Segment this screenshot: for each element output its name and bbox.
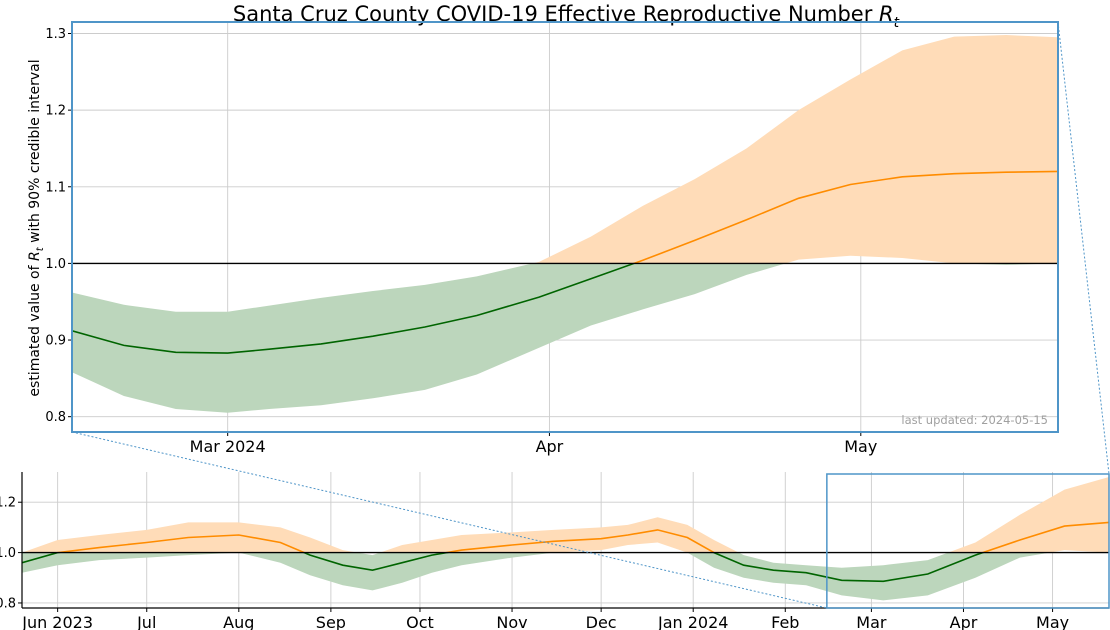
x-tick-label: Feb [771,613,799,630]
last-updated-note: last updated: 2024-05-15 [901,413,1048,427]
credible-interval-band-above [22,477,1109,553]
below-reference-group [72,263,1058,413]
y-tick-label: 1.2 [45,104,66,119]
rt-line-above [631,170,1058,264]
main-plot-panel: 0.8 0.9 1.0 1.1 1.2 1.3 Mar 2024 Apr May last upd… [45,21,1059,456]
x-tick-label: Mar 2024 [190,437,266,456]
zoom-frame [71,21,1059,433]
credible-interval-band-below [22,552,1109,601]
y-tick-label: 1.0 [0,546,16,561]
x-tick-label: Jun 2023 [21,613,93,630]
connector-left [71,431,827,609]
above-reference-group [22,477,1109,553]
credible-interval-band-below [72,263,1058,413]
chart-title: Santa Cruz County COVID-19 Effective Rep… [233,2,900,31]
rt-line-below [72,263,637,354]
y-tick-label: 0.8 [45,410,66,425]
rt-line-above [54,521,1109,553]
y-tick-label: 1.2 [0,496,16,511]
overview-plot-panel: 0.8 1.0 1.2 Jun 2023 Jul Aug Sep Oct Nov Dec Jan 2… [0,472,1109,630]
x-tick-label: May [1036,613,1069,630]
below-reference-group [22,552,1109,601]
y-tick-label: 0.8 [0,596,16,611]
connector-right [1057,21,1110,475]
x-tick-label: Dec [586,613,617,630]
x-tick-label: Jan 2024 [657,613,728,630]
credible-interval-band-above [532,35,1058,264]
x-tick-label: May [844,437,877,456]
zoom-window-indicator [826,473,1110,609]
x-tick-label: Jul [136,613,156,630]
x-tick-label: Mar [856,613,887,630]
plot-area [72,35,1058,413]
y-axis-label: estimated value of Rt with 90% credible … [27,59,46,396]
y-tick-label: 1.1 [45,180,66,195]
x-tick-label: Aug [223,613,254,630]
x-tick-label: Sep [316,613,346,630]
x-tick-label: Oct [406,613,434,630]
x-tick-label: Nov [496,613,527,630]
y-tick-label: 1.3 [45,27,66,42]
above-reference-group [532,35,1058,264]
y-tick-label: 0.9 [45,334,66,349]
zoom-connector-lines [71,21,1110,609]
y-tick-label: 1.0 [45,257,66,272]
plot-area [22,477,1109,601]
x-tick-label: Apr [950,613,978,630]
x-tick-label: Apr [536,437,564,456]
rt-line-below [22,552,986,583]
